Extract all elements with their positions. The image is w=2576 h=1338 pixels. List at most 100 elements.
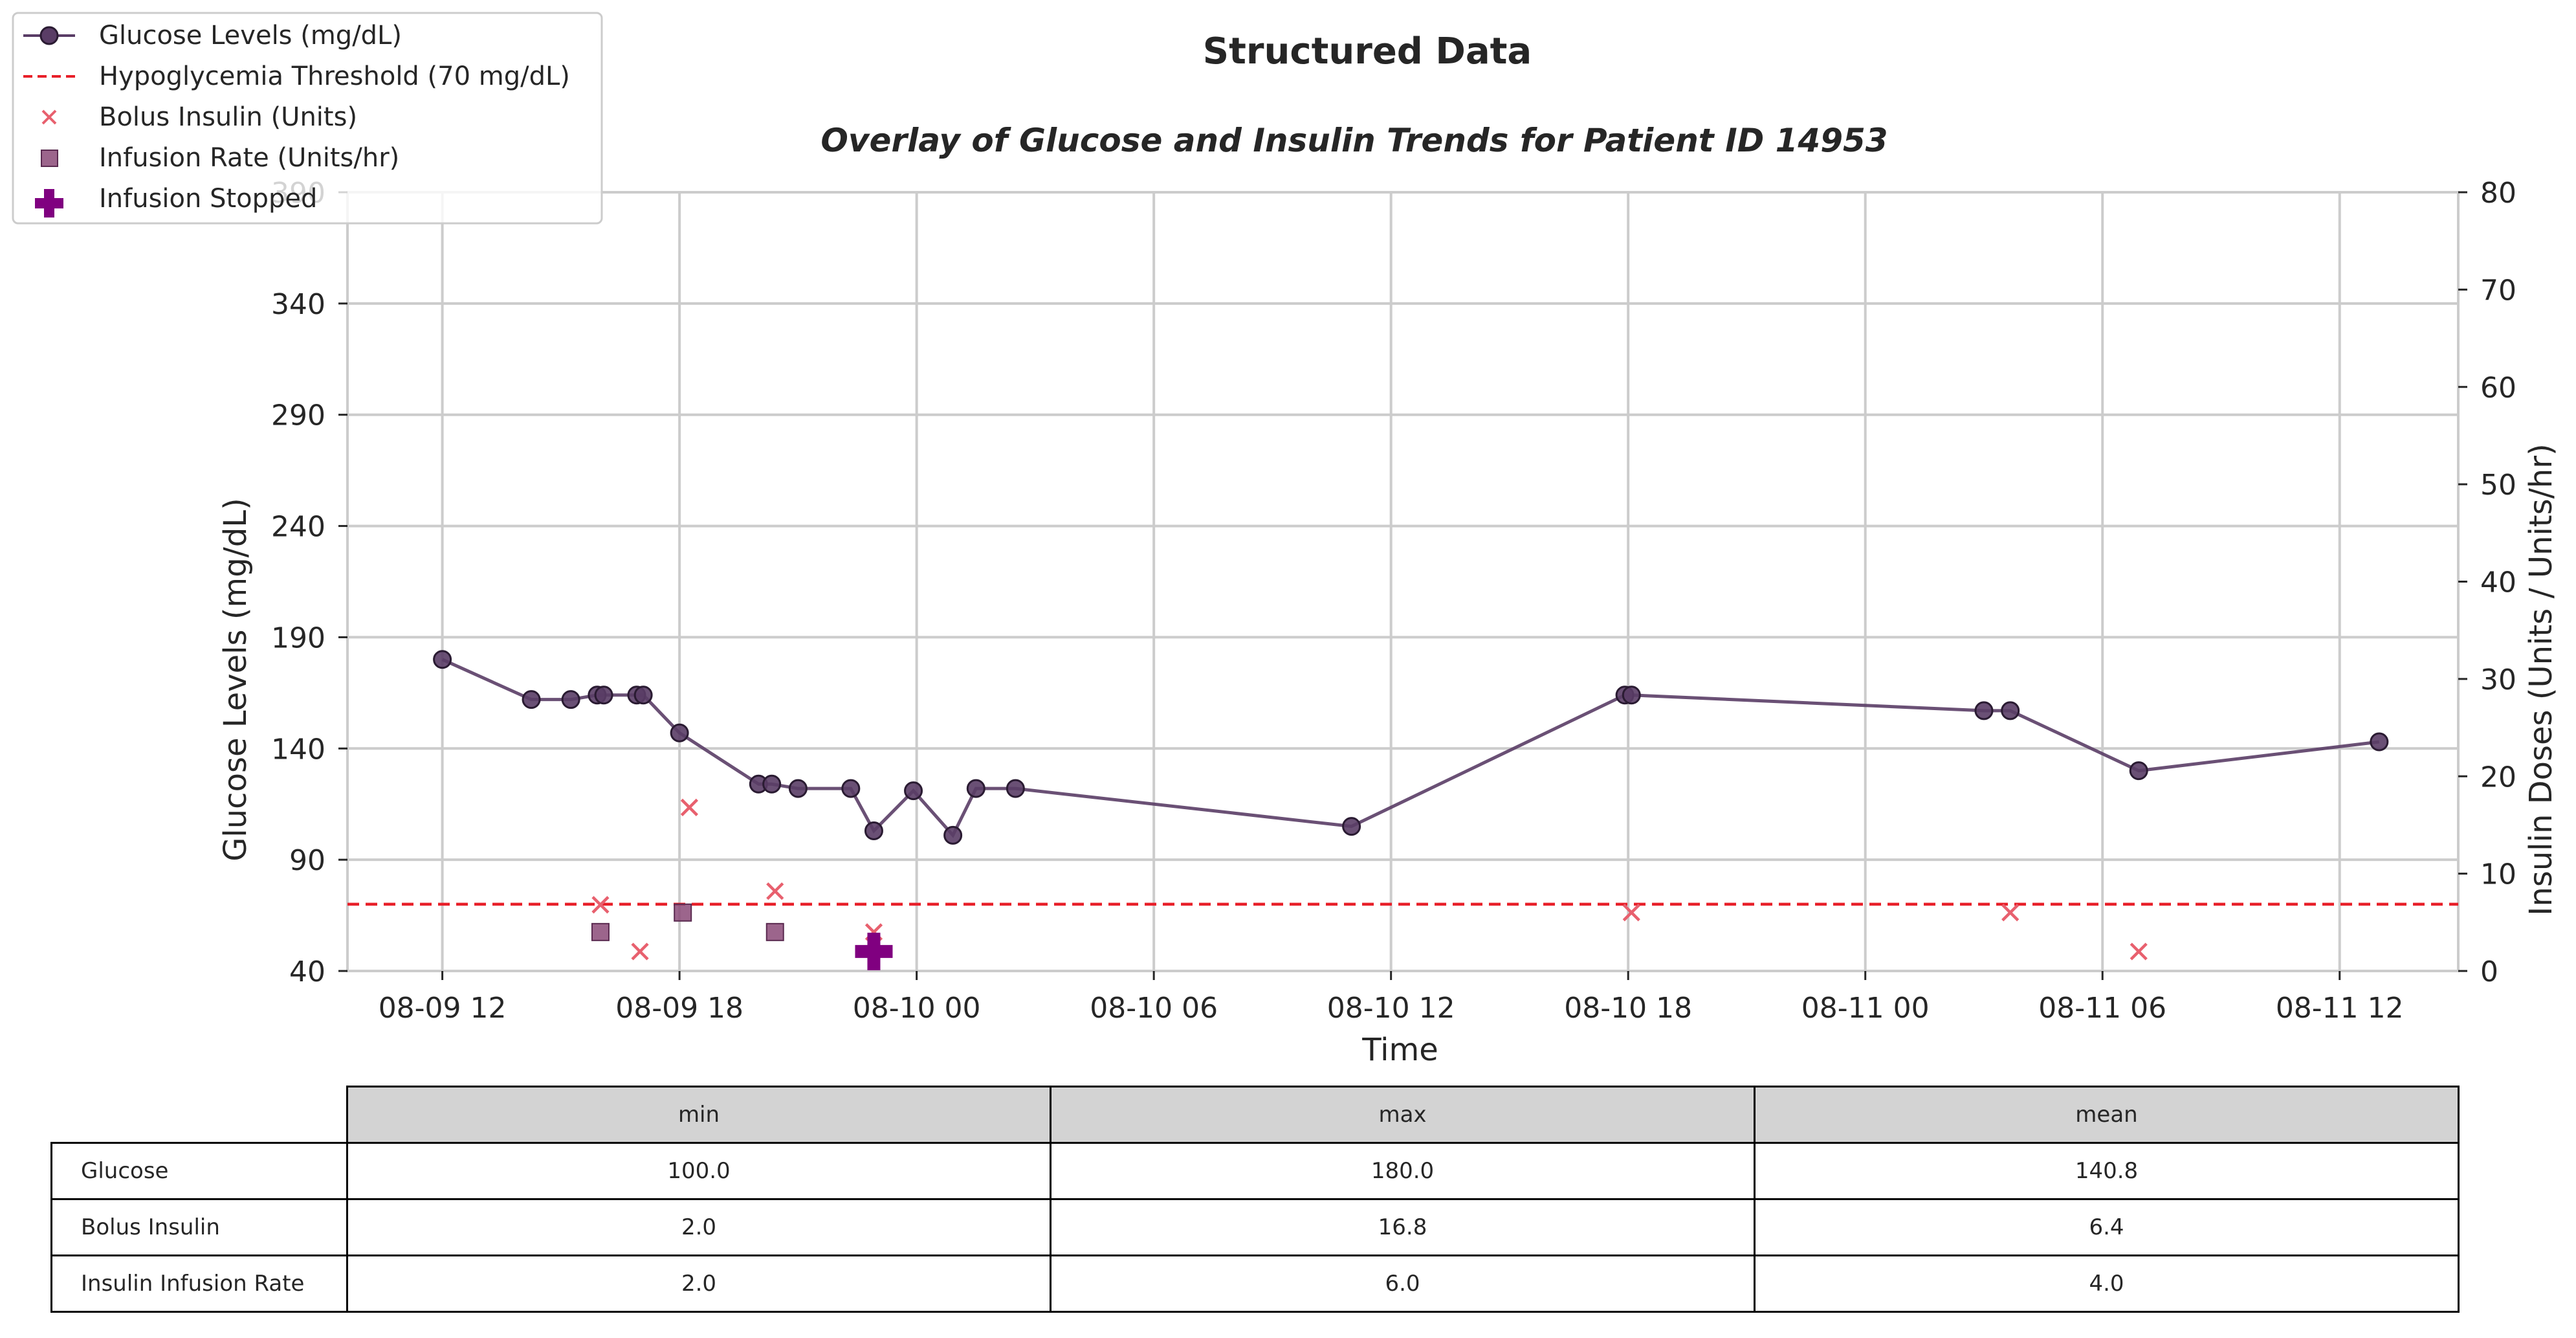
y-tick-label: 90 bbox=[289, 844, 325, 877]
infusion-rate-point bbox=[765, 922, 784, 941]
plot-area bbox=[347, 192, 2458, 971]
table-cell: 6.0 bbox=[1050, 1254, 1756, 1313]
legend-glucose-label: Glucose Levels (mg/dL) bbox=[99, 21, 402, 50]
legend-bolus-marker bbox=[41, 109, 57, 125]
y2-tick-label: 60 bbox=[2480, 372, 2516, 405]
legend-glucose-marker bbox=[39, 26, 59, 45]
glucose-point bbox=[864, 821, 883, 840]
x-tick-label: 08-11 12 bbox=[2276, 992, 2404, 1025]
glucose-point bbox=[1006, 779, 1025, 798]
y2-tick-label: 50 bbox=[2480, 469, 2516, 502]
chart-subtitle: Overlay of Glucose and Insulin Trends fo… bbox=[820, 122, 1888, 159]
x-tick-label: 08-10 18 bbox=[1564, 992, 1692, 1025]
glucose-point bbox=[633, 686, 653, 705]
x-tick-label: 08-10 06 bbox=[1090, 992, 1218, 1025]
table-row-label: Bolus Insulin bbox=[50, 1198, 348, 1256]
bolus-insulin-point bbox=[680, 798, 698, 816]
y-tick-label: 140 bbox=[271, 733, 325, 766]
table-col-header: max bbox=[1050, 1086, 1756, 1144]
bolus-cross-stroke bbox=[1622, 904, 1640, 922]
y2-tick-label: 20 bbox=[2480, 761, 2516, 794]
y2-tick-label: 40 bbox=[2480, 566, 2516, 599]
x-tick-label: 08-09 12 bbox=[379, 992, 507, 1025]
table-cell: 2.0 bbox=[346, 1198, 1051, 1256]
infusion-rate-point bbox=[591, 922, 610, 941]
legend-threshold-label: Hypoglycemia Threshold (70 mg/dL) bbox=[99, 61, 570, 91]
legend-stopped-label: Infusion Stopped bbox=[99, 184, 317, 214]
table-cell: 100.0 bbox=[346, 1142, 1051, 1200]
chart-legend: Glucose Levels (mg/dL) Hypoglycemia Thre… bbox=[12, 12, 603, 225]
x-tick-label: 08-11 06 bbox=[2038, 992, 2166, 1025]
y2-tick-label: 80 bbox=[2480, 177, 2516, 210]
y-axis-label: Glucose Levels (mg/dL) bbox=[217, 498, 254, 862]
bolus-insulin-point bbox=[1622, 904, 1640, 922]
y2-tick-label: 10 bbox=[2480, 858, 2516, 891]
y-tick-label: 190 bbox=[271, 621, 325, 654]
y2-tick-label: 0 bbox=[2480, 955, 2498, 988]
table-col-header: mean bbox=[1754, 1086, 2460, 1144]
y-tick-label: 40 bbox=[289, 955, 325, 988]
glucose-point bbox=[1622, 686, 1641, 705]
bolus-cross-stroke bbox=[631, 942, 649, 961]
table-header-row: min max mean bbox=[52, 1086, 2460, 1144]
bolus-cross-stroke bbox=[766, 882, 784, 900]
glucose-point bbox=[788, 779, 808, 798]
infusion-stopped-marker bbox=[855, 932, 893, 970]
bolus-cross-stroke bbox=[591, 896, 610, 914]
x-tick-label: 08-11 00 bbox=[1801, 992, 1930, 1025]
table-cell: 180.0 bbox=[1050, 1142, 1756, 1200]
x-tick-label: 08-10 12 bbox=[1327, 992, 1455, 1025]
y-tick-label: 340 bbox=[271, 288, 325, 321]
y-tick-label: 240 bbox=[271, 511, 325, 544]
table-cell: 2.0 bbox=[346, 1254, 1051, 1313]
table-row-label: Glucose bbox=[50, 1142, 348, 1200]
x-tick-label: 08-09 18 bbox=[615, 992, 743, 1025]
bolus-insulin-point bbox=[2001, 904, 2020, 922]
legend-infusion-label: Infusion Rate (Units/hr) bbox=[99, 143, 399, 173]
infusion-rate-point bbox=[674, 903, 692, 922]
legend-bolus-label: Bolus Insulin (Units) bbox=[99, 102, 357, 132]
table-row-label: Insulin Infusion Rate bbox=[50, 1254, 348, 1313]
bolus-cross-stroke bbox=[2130, 942, 2148, 961]
glucose-point bbox=[1974, 701, 1994, 720]
table-cell: 4.0 bbox=[1754, 1254, 2460, 1313]
bolus-insulin-point bbox=[766, 882, 784, 900]
y2-tick-label: 30 bbox=[2480, 663, 2516, 697]
table-cell: 140.8 bbox=[1754, 1142, 2460, 1200]
bolus-insulin-point bbox=[631, 942, 649, 961]
legend-infusion-marker bbox=[41, 150, 58, 167]
glucose-point bbox=[2370, 732, 2389, 752]
table-corner-cell bbox=[52, 1087, 347, 1143]
table-cell: 6.4 bbox=[1754, 1198, 2460, 1256]
bolus-cross-stroke bbox=[680, 798, 698, 816]
glucose-point bbox=[522, 690, 541, 709]
legend-stopped-marker bbox=[35, 189, 63, 217]
x-tick-label: 08-10 00 bbox=[853, 992, 981, 1025]
table-row: Glucose 100.0 180.0 140.8 bbox=[50, 1142, 2460, 1200]
y2-tick-label: 70 bbox=[2480, 274, 2516, 307]
table-cell: 16.8 bbox=[1050, 1198, 1756, 1256]
bolus-insulin-point bbox=[591, 896, 610, 914]
bolus-insulin-point bbox=[2130, 942, 2148, 961]
table-row: Bolus Insulin 2.0 16.8 6.4 bbox=[50, 1198, 2460, 1256]
table-col-header: min bbox=[346, 1086, 1051, 1144]
stats-table: min max mean Glucose 100.0 180.0 140.8 B… bbox=[50, 1086, 2460, 1313]
glucose-point bbox=[904, 781, 923, 801]
glucose-point bbox=[943, 825, 963, 845]
legend-box bbox=[12, 12, 603, 225]
glucose-point bbox=[762, 774, 782, 794]
glucose-point bbox=[2129, 761, 2148, 781]
table-row: Insulin Infusion Rate 2.0 6.0 4.0 bbox=[50, 1254, 2460, 1313]
glucose-point bbox=[841, 779, 861, 798]
chart-title: Structured Data bbox=[1203, 30, 1532, 72]
glucose-point bbox=[2001, 701, 2020, 720]
y2-axis-label: Insulin Doses (Units / Units/hr) bbox=[2523, 443, 2559, 915]
glucose-point bbox=[1342, 817, 1361, 836]
glucose-point bbox=[594, 686, 613, 705]
x-axis-label: Time bbox=[1361, 1032, 1438, 1068]
glucose-point bbox=[966, 779, 985, 798]
bolus-cross-stroke bbox=[2001, 904, 2020, 922]
glucose-point bbox=[433, 650, 452, 669]
glucose-point bbox=[561, 690, 580, 709]
glucose-point bbox=[670, 723, 689, 742]
